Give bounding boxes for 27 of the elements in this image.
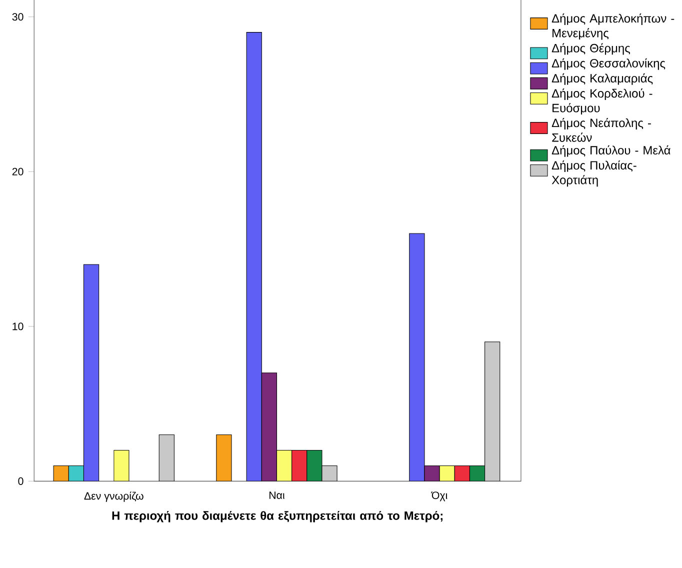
bar (114, 450, 130, 482)
bar (484, 341, 500, 482)
legend-label: Δήμος Νεάπολης - Συκεών (552, 118, 651, 142)
legend-label: Δήμος Παύλου - Μελά (552, 145, 670, 157)
y-tick-label: 30 (12, 12, 24, 20)
y-tick-label: 0 (18, 477, 24, 485)
x-tick-label: Δεν γνωρίζω (84, 491, 144, 502)
x-tick-label: Όχι (431, 491, 448, 502)
bar (424, 465, 440, 482)
legend-label: Δήμος Αμπελοκήπων - Μενεμένης (552, 13, 674, 40)
bar (246, 32, 262, 482)
bar (83, 264, 100, 482)
bar (322, 465, 338, 482)
legend-label: Δήμος Πυλαίας-Χορτιάτη (552, 160, 636, 186)
bar (53, 465, 69, 482)
legend-label: Δήμος Θέρμης (552, 43, 630, 55)
bar (261, 372, 277, 482)
y-tick-label: 20 (12, 168, 24, 176)
bar (409, 233, 425, 482)
bar (158, 434, 174, 482)
legend-label: Δήμος Θεσσαλονίκης (552, 58, 666, 70)
bar (216, 434, 232, 482)
legend-label: Δήμος Καλαμαριάς (552, 73, 653, 85)
y-tick-label: 10 (12, 322, 24, 330)
legend-label: Δήμος Κορδελιού - Ευόσμου (552, 88, 652, 114)
x-tick-label: Ναι (269, 491, 285, 499)
x-axis-title: Η περιοχή που διαμένετε θα εξυπηρετείται από το Μετρό; (112, 510, 442, 522)
